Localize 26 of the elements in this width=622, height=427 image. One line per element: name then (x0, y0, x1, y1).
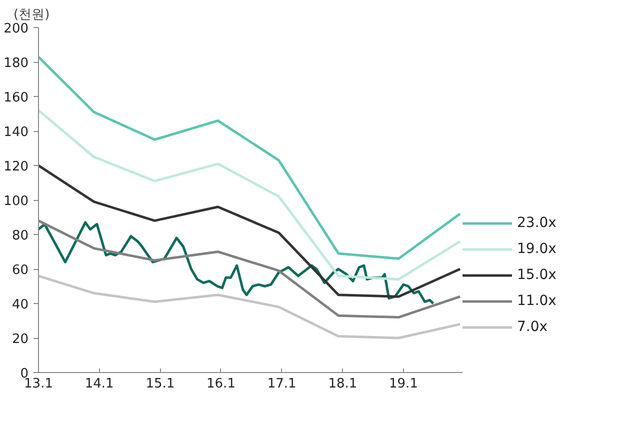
y-tick-label: 180 (4, 56, 29, 71)
x-tick-label: 17.1 (267, 376, 296, 392)
legend-label: 23.0x (517, 215, 556, 231)
y-tick-label: 80 (12, 228, 29, 244)
y-tick-label: 160 (4, 90, 29, 106)
line-series (38, 109, 462, 281)
legend-label: 7.0x (517, 319, 548, 335)
y-tick-label: 60 (12, 263, 29, 278)
y-tick-label: 100 (4, 194, 29, 209)
line-series (38, 56, 462, 260)
y-tick-label: 140 (4, 125, 29, 140)
x-tick-label: 14.1 (84, 376, 114, 392)
y-tick-label: 40 (12, 298, 29, 312)
y-tick-label: 120 (4, 160, 29, 174)
x-tick-label: 18.1 (328, 376, 358, 392)
x-tick-label: 16.1 (206, 376, 236, 392)
y-axis-title: (천원) (14, 8, 50, 22)
line-series (38, 164, 462, 298)
y-tick-label: 20 (12, 332, 29, 347)
legend-label: 19.0x (517, 241, 556, 257)
y-tick-label: 200 (4, 22, 29, 36)
x-tick-label: 15.1 (146, 376, 175, 392)
legend-label: 15.0x (517, 267, 556, 283)
x-tick-label: 19.1 (389, 376, 418, 392)
x-tick-label: 13.1 (24, 376, 53, 392)
legend-label: 11.0x (517, 293, 556, 309)
